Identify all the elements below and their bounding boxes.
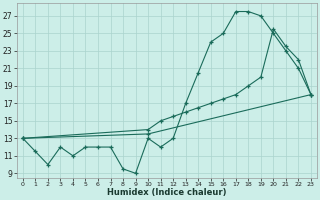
X-axis label: Humidex (Indice chaleur): Humidex (Indice chaleur) [107, 188, 227, 197]
